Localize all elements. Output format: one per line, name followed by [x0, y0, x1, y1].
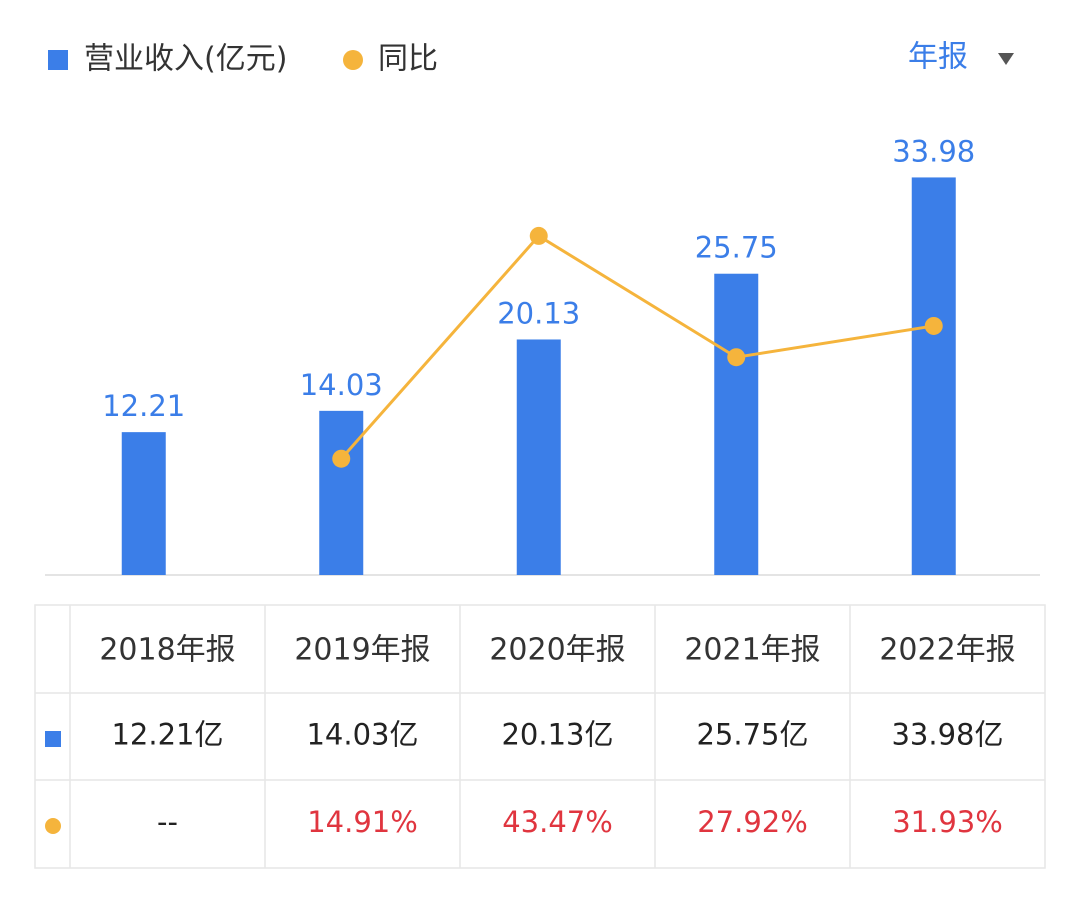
legend-label: 同比 [378, 42, 438, 77]
bar [911, 177, 956, 575]
column-header: 2018年报 [99, 633, 235, 668]
table-border [34, 604, 1046, 869]
legend-swatch-bar [48, 50, 68, 70]
value-label: 12.21 [102, 389, 185, 423]
table-cell: 20.13亿 [501, 718, 613, 752]
table-cell: 25.75亿 [696, 718, 808, 752]
legend-label: 营业收入(亿元) [84, 42, 287, 77]
table-cell: -- [157, 805, 178, 839]
bar [319, 410, 364, 575]
row-icon-line [45, 818, 61, 834]
line-point [924, 316, 943, 335]
line-point [727, 348, 746, 367]
period-selector[interactable]: 年报 [908, 40, 968, 75]
value-label: 20.13 [497, 296, 580, 330]
table-cell: 14.03亿 [306, 718, 418, 752]
line-point [332, 449, 351, 468]
bar [121, 432, 166, 575]
value-label: 14.03 [300, 368, 383, 402]
column-header: 2020年报 [489, 633, 625, 668]
table-cell: 43.47% [502, 805, 613, 839]
value-label: 33.98 [892, 134, 975, 168]
bar [714, 273, 759, 575]
row-icon-bar [45, 731, 61, 747]
value-label: 25.75 [695, 231, 778, 265]
bar [516, 339, 561, 575]
column-header: 2022年报 [879, 633, 1015, 668]
table-cell: 33.98亿 [891, 718, 1003, 752]
legend-swatch-line [343, 50, 363, 70]
dropdown-arrow[interactable] [998, 53, 1014, 65]
table-cell: 31.93% [892, 805, 1003, 839]
table-cell: 14.91% [307, 805, 418, 839]
table [34, 604, 1046, 869]
column-header: 2019年报 [294, 633, 430, 668]
column-header: 2021年报 [684, 633, 820, 668]
line [340, 233, 934, 460]
table-cell: 27.92% [697, 805, 808, 839]
line-point [529, 226, 548, 245]
table-cell: 12.21亿 [111, 718, 223, 752]
